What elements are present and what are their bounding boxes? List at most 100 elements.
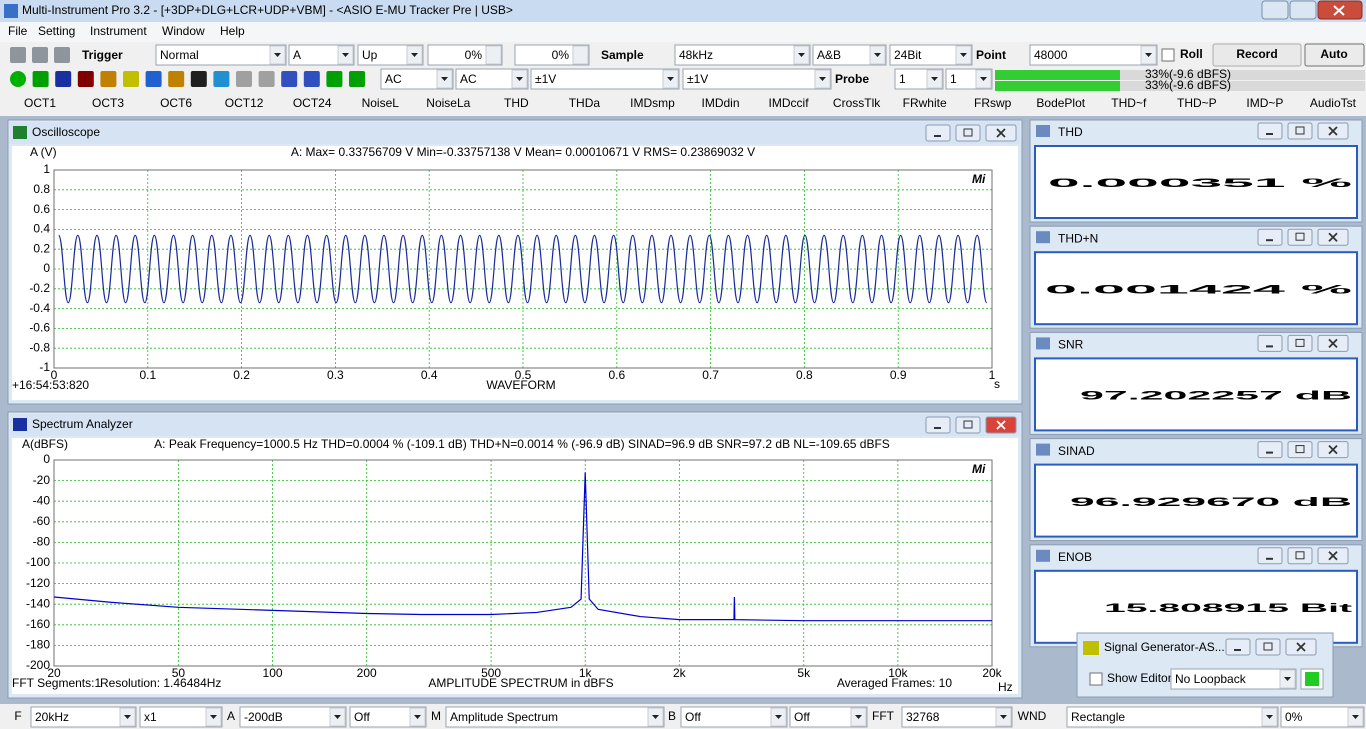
restore-button[interactable] [955, 416, 981, 434]
restore-button[interactable] [1287, 228, 1313, 246]
combo-box[interactable] [155, 44, 287, 66]
preset-button[interactable]: FRwhite [903, 96, 947, 110]
child-window-title: Spectrum Analyzer [32, 417, 133, 431]
spin-buttons[interactable] [572, 45, 589, 65]
toolbar-icon[interactable] [236, 71, 252, 87]
preset-button[interactable]: THD [504, 96, 529, 110]
toolbar-icon[interactable] [123, 71, 139, 87]
preset-button[interactable]: IMD~P [1246, 96, 1283, 110]
preset-button[interactable]: OCT24 [293, 96, 332, 110]
toolbar-icon[interactable] [10, 47, 26, 63]
minimize-app[interactable] [1261, 0, 1289, 20]
combo-box[interactable] [889, 44, 973, 66]
restore-button[interactable] [1255, 638, 1281, 656]
combo-box[interactable] [349, 706, 427, 728]
preset-button[interactable]: THD~f [1111, 96, 1147, 110]
spin-buttons[interactable] [485, 45, 502, 65]
toolbar-icon[interactable] [213, 71, 230, 87]
preset-button[interactable]: FRswp [974, 96, 1012, 110]
minimize-button[interactable] [1225, 638, 1251, 656]
preset-button[interactable]: OCT1 [24, 96, 56, 110]
menu-item[interactable]: Help [220, 24, 245, 38]
minimize-button[interactable] [925, 124, 951, 142]
preset-button[interactable]: AudioTst [1310, 96, 1357, 110]
combo-box[interactable] [901, 706, 1013, 728]
combo-box[interactable] [445, 706, 665, 728]
restore-button[interactable] [955, 124, 981, 142]
spin-box[interactable] [514, 44, 590, 66]
minimize-button[interactable] [925, 416, 951, 434]
toolbar-icon[interactable] [100, 71, 117, 87]
minimize-button[interactable] [1257, 122, 1283, 140]
menu-item[interactable]: Setting [38, 24, 75, 38]
preset-button[interactable]: CrossTlk [833, 96, 881, 110]
combo-box[interactable] [239, 706, 347, 728]
preset-button[interactable]: OCT12 [225, 96, 264, 110]
combo-box[interactable] [455, 68, 529, 90]
restore-button[interactable] [1287, 334, 1313, 352]
preset-button[interactable]: THDa [569, 96, 601, 110]
toolbar-icon[interactable] [349, 71, 365, 87]
toolbar-icon[interactable] [32, 71, 49, 87]
restore-button[interactable] [1287, 441, 1313, 459]
toolbar-icon[interactable] [168, 71, 185, 87]
combo-box[interactable] [682, 68, 832, 90]
preset-button[interactable]: THD~P [1177, 96, 1217, 110]
toolbar-icon[interactable] [326, 71, 343, 87]
spin-value: 0% [465, 48, 483, 62]
restore-glyph [1295, 126, 1305, 135]
toolbar-icon[interactable] [55, 71, 72, 87]
menu-item[interactable]: Instrument [90, 24, 147, 38]
combo-box[interactable] [1066, 706, 1279, 728]
plot-border [53, 169, 993, 369]
combo-box[interactable] [1280, 706, 1365, 728]
meter-icon [1036, 231, 1050, 244]
toolbar-icon[interactable] [145, 71, 162, 87]
preset-button[interactable]: IMDsmp [630, 96, 675, 110]
combo-box[interactable] [680, 706, 788, 728]
minimize-button[interactable] [1257, 441, 1283, 459]
toolbar-icon[interactable] [54, 47, 70, 63]
preset-button[interactable]: BodePlot [1036, 96, 1085, 110]
combo-box[interactable] [674, 44, 811, 66]
combo-box[interactable] [1029, 44, 1158, 66]
restore-button[interactable] [1287, 122, 1313, 140]
combo-box[interactable] [530, 68, 680, 90]
preset-button[interactable]: IMDdin [701, 96, 739, 110]
preset-button[interactable]: IMDccif [769, 96, 810, 110]
minimize-button[interactable] [1257, 547, 1283, 565]
spin-box[interactable] [427, 44, 503, 66]
toolbar-icon[interactable] [77, 71, 94, 87]
combo-arrow [1352, 715, 1359, 719]
toolbar-icon[interactable] [10, 71, 26, 87]
minimize-button[interactable] [1257, 334, 1283, 352]
menu-item[interactable]: Window [162, 24, 205, 38]
preset-button[interactable]: NoiseL [362, 96, 400, 110]
level-meter-label: 33%(-9.6 dBFS) [1145, 67, 1231, 81]
combo-box[interactable] [30, 706, 137, 728]
toolbar-icon[interactable] [190, 71, 207, 87]
toolbar-icon[interactable] [303, 71, 320, 87]
combo-arrow [667, 77, 674, 81]
combo-box[interactable] [812, 44, 887, 66]
combo-box[interactable] [1170, 668, 1297, 690]
preset-button[interactable]: OCT3 [92, 96, 124, 110]
toolbar-icon[interactable] [258, 71, 275, 87]
show-editor-checkbox[interactable] [1089, 672, 1103, 686]
maximize-app[interactable] [1289, 0, 1317, 20]
minimize-button[interactable] [1257, 228, 1283, 246]
preset-button[interactable]: NoiseLa [426, 96, 470, 110]
toolbar-icon[interactable] [32, 47, 48, 63]
restore-button[interactable] [1287, 547, 1313, 565]
toolbar-icon[interactable] [281, 71, 298, 87]
combo-arrow [931, 77, 938, 81]
combo-box[interactable] [139, 706, 223, 728]
menu-item[interactable]: File [8, 24, 28, 38]
auto-button[interactable] [1304, 43, 1365, 67]
status-label: A [227, 709, 235, 723]
combo-box[interactable] [789, 706, 868, 728]
record-button[interactable] [1212, 43, 1302, 67]
combo-box[interactable] [380, 68, 454, 90]
preset-button[interactable]: OCT6 [160, 96, 192, 110]
roll-checkbox[interactable] [1161, 48, 1175, 62]
